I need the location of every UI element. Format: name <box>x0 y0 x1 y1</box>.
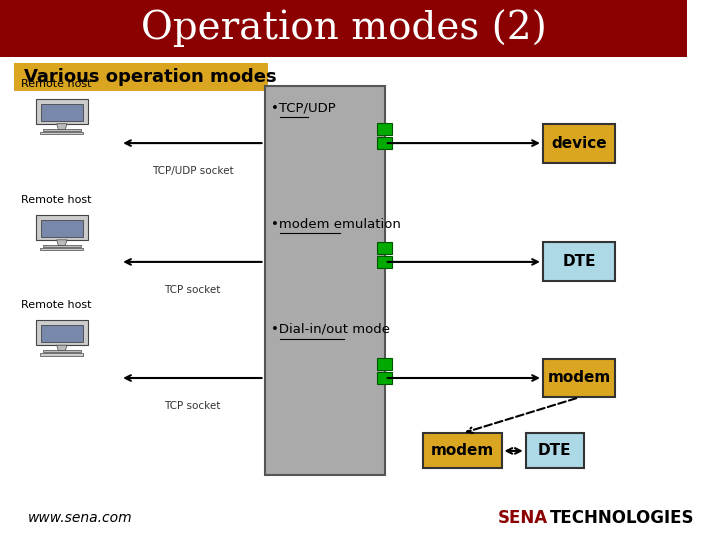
FancyBboxPatch shape <box>377 137 392 149</box>
FancyBboxPatch shape <box>43 245 81 247</box>
FancyBboxPatch shape <box>377 372 392 384</box>
Text: TECHNOLOGIES: TECHNOLOGIES <box>549 509 694 528</box>
FancyBboxPatch shape <box>543 359 615 397</box>
FancyBboxPatch shape <box>40 132 84 134</box>
FancyBboxPatch shape <box>377 123 392 135</box>
Text: Remote host: Remote host <box>21 195 91 205</box>
FancyBboxPatch shape <box>377 358 392 370</box>
FancyBboxPatch shape <box>377 242 392 254</box>
FancyBboxPatch shape <box>543 124 615 163</box>
Text: TCP socket: TCP socket <box>164 285 220 295</box>
Text: •Dial-in/out mode: •Dial-in/out mode <box>271 323 390 336</box>
FancyBboxPatch shape <box>264 86 384 475</box>
FancyBboxPatch shape <box>43 129 81 131</box>
Text: DTE: DTE <box>538 443 572 458</box>
FancyBboxPatch shape <box>41 326 83 342</box>
FancyBboxPatch shape <box>40 248 84 251</box>
FancyBboxPatch shape <box>423 433 502 468</box>
FancyBboxPatch shape <box>526 433 584 468</box>
Text: Various operation modes: Various operation modes <box>24 68 276 86</box>
Text: www.sena.com: www.sena.com <box>27 511 132 525</box>
Polygon shape <box>57 124 67 130</box>
FancyBboxPatch shape <box>41 104 83 121</box>
Text: TCP/UDP socket: TCP/UDP socket <box>152 166 233 176</box>
Text: TCP socket: TCP socket <box>164 401 220 411</box>
Text: •modem emulation: •modem emulation <box>271 218 401 231</box>
Text: modem: modem <box>547 370 611 386</box>
FancyBboxPatch shape <box>14 63 268 91</box>
Polygon shape <box>57 345 67 351</box>
FancyBboxPatch shape <box>36 99 88 124</box>
FancyBboxPatch shape <box>36 320 88 345</box>
FancyBboxPatch shape <box>0 0 687 57</box>
FancyBboxPatch shape <box>40 353 84 356</box>
Text: device: device <box>551 136 607 151</box>
FancyBboxPatch shape <box>377 256 392 268</box>
Text: modem: modem <box>431 443 494 458</box>
Text: Remote host: Remote host <box>21 300 91 310</box>
FancyBboxPatch shape <box>41 220 83 237</box>
Polygon shape <box>57 240 67 246</box>
FancyBboxPatch shape <box>43 350 81 353</box>
Text: •TCP/UDP: •TCP/UDP <box>271 102 336 114</box>
Text: Remote host: Remote host <box>21 79 91 89</box>
Text: SENA: SENA <box>498 509 548 528</box>
Text: Operation modes (2): Operation modes (2) <box>140 9 546 47</box>
FancyBboxPatch shape <box>36 215 88 240</box>
Text: DTE: DTE <box>562 254 595 269</box>
FancyBboxPatch shape <box>543 242 615 281</box>
